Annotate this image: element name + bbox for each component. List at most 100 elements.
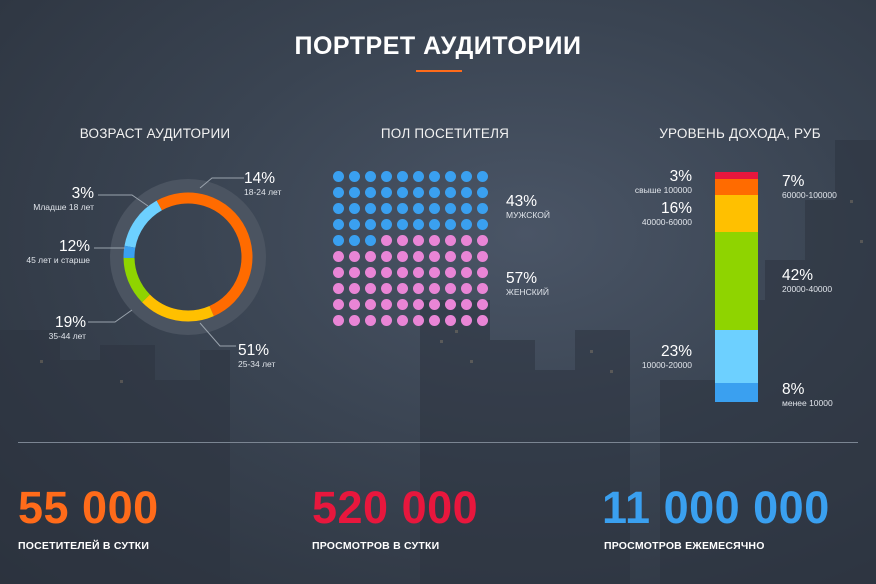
age-label-under-18: 3% Младше 18 лет [0,185,94,213]
waffle-dot [477,299,488,310]
waffle-dot [477,267,488,278]
waffle-dot [461,315,472,326]
income-pct: 42% [782,267,814,285]
income-pct: 3% [669,168,692,185]
waffle-dot [445,299,456,310]
income-segment [715,329,758,384]
stat-visitors-label: ПОСЕТИТЕЛЕЙ В СУТКИ [18,540,150,552]
age-slice [142,294,214,322]
age-range: 45 лет и старше [26,255,90,265]
waffle-dot [477,235,488,246]
income-range: свыше 100000 [634,185,692,195]
waffle-dot [381,235,392,246]
gender-pct: 43% [506,193,538,210]
waffle-dot [349,219,360,230]
waffle-dot [477,283,488,294]
waffle-dot [365,267,376,278]
waffle-dot [429,251,440,262]
waffle-dot [445,203,456,214]
gender-name: МУЖСКОЙ [506,210,550,220]
waffle-dot [461,235,472,246]
waffle-dot [349,251,360,262]
waffle-dot [333,315,344,326]
waffle-dot [429,171,440,182]
income-segment [715,232,758,330]
age-leader-line [88,309,133,323]
income-segment [715,178,758,196]
gender-name: ЖЕНСКИЙ [506,287,549,297]
gender-pct: 57% [506,270,538,287]
waffle-dot [333,235,344,246]
waffle-dot [461,251,472,262]
income-range: 20000-40000 [782,284,833,295]
title-underline [416,70,462,72]
waffle-dot [461,203,472,214]
waffle-dot [333,203,344,214]
income-stacked-bar [715,172,758,402]
age-label-25-34: 51% 25-34 лет [238,342,275,370]
waffle-dot [349,283,360,294]
waffle-dot [445,171,456,182]
age-chart-title: ВОЗРАСТ АУДИТОРИИ [79,126,231,141]
waffle-dot [477,251,488,262]
waffle-dot [429,315,440,326]
waffle-dot [429,219,440,230]
income-pct: 8% [782,381,805,399]
waffle-dot [381,251,392,262]
age-range: 35-44 лет [48,331,86,341]
waffle-dot [349,315,360,326]
waffle-dot [365,283,376,294]
waffle-dot [397,283,408,294]
income-label: 3% свыше 100000 [600,168,692,196]
waffle-dot [397,315,408,326]
waffle-dot [429,299,440,310]
age-pct: 3% [71,185,94,202]
age-label-35-44: 19% 35-44 лет [0,314,86,342]
gender-label-male: 43% МУЖСКОЙ [506,193,550,221]
waffle-dot [349,267,360,278]
waffle-dot [381,267,392,278]
waffle-dot [365,315,376,326]
income-range: 10000-20000 [641,359,692,370]
age-slice [123,257,151,303]
waffle-dot [397,187,408,198]
waffle-dot [413,235,424,246]
waffle-dot [477,315,488,326]
income-segment [715,172,758,179]
waffle-dot [333,251,344,262]
waffle-dot [397,267,408,278]
income-range: 60000-100000 [782,190,837,201]
waffle-dot [365,187,376,198]
waffle-dot [349,203,360,214]
waffle-dot [333,283,344,294]
waffle-dot [477,171,488,182]
waffle-dot [429,203,440,214]
age-slice [124,200,163,248]
age-range: 18-24 лет [244,187,282,197]
waffle-dot [461,219,472,230]
income-label: 8% менее 10000 [782,381,833,409]
waffle-dot [445,267,456,278]
age-range: 25-34 лет [238,359,276,369]
waffle-dot [381,283,392,294]
waffle-dot [413,219,424,230]
waffle-dot [333,171,344,182]
waffle-dot [333,267,344,278]
income-label: 23% 10000-20000 [600,343,692,371]
waffle-dot [381,187,392,198]
waffle-dot [365,235,376,246]
waffle-dot [477,219,488,230]
age-label-18-24: 14% 18-24 лет [244,170,281,198]
age-slice [123,245,136,259]
waffle-dot [429,235,440,246]
income-label: 16% 40000-60000 [600,200,692,228]
income-pct: 23% [660,342,692,360]
income-chart-title: УРОВЕНЬ ДОХОДА, РУБ [659,126,821,141]
waffle-dot [397,299,408,310]
income-range: менее 10000 [782,398,833,409]
income-pct: 16% [660,199,692,217]
income-label: 42% 20000-40000 [782,267,832,295]
page-title: ПОРТРЕТ АУДИТОРИИ [294,32,582,60]
waffle-dot [413,267,424,278]
age-leader-line [199,177,244,189]
